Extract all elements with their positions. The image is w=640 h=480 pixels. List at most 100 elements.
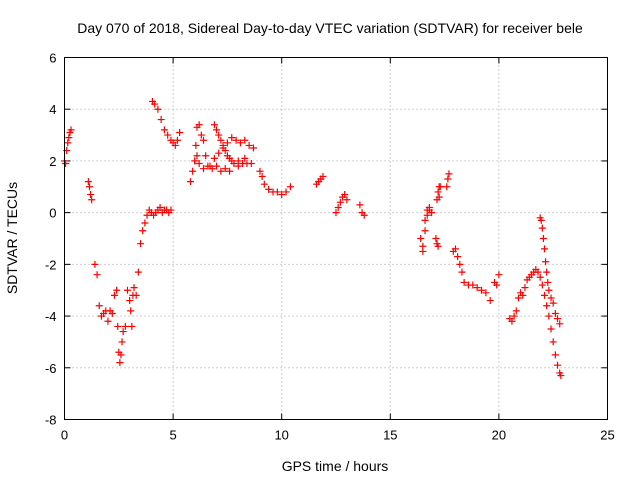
data-point [512,307,520,315]
data-point [265,185,273,193]
data-point [234,157,242,165]
data-point [549,338,557,346]
data-point [186,178,194,186]
data-point [538,224,546,232]
y-tick-label: -4 [45,309,57,324]
data-point [213,162,221,170]
data-point [458,268,466,276]
data-point [425,203,433,211]
data-point [228,134,236,142]
data-point [113,286,121,294]
plot-frame [64,57,608,420]
data-point [443,183,451,191]
data-point [232,136,240,144]
data-point [554,361,562,369]
data-point [549,299,557,307]
data-point [67,126,75,134]
y-tick-label: 0 [49,206,56,221]
data-point [104,317,112,325]
data-point [247,160,255,168]
data-point [139,227,147,235]
data-point [65,134,73,142]
data-point [191,157,199,165]
data-point [543,302,551,310]
data-point [226,167,234,175]
data-point [473,284,481,292]
data-point [514,294,522,302]
y-tick-label: -2 [45,257,57,272]
data-point [118,338,126,346]
data-point [119,328,127,336]
x-tick-label: 20 [492,428,506,443]
data-point [343,196,351,204]
data-point [258,172,266,180]
data-point [241,136,249,144]
data-point [221,165,229,173]
data-point [482,289,490,297]
data-point [221,147,229,155]
data-point [160,126,168,134]
data-point [228,157,236,165]
data-point [278,191,286,199]
data-point [130,284,138,292]
data-point [547,294,555,302]
data-point [319,172,327,180]
data-point [236,139,244,147]
data-point [219,141,227,149]
data-point [123,286,131,294]
data-point [85,183,93,191]
data-point [62,160,70,168]
data-point [542,258,550,266]
data-point [469,281,477,289]
data-point [543,268,551,276]
data-point [143,211,151,219]
data-point [356,201,364,209]
data-point [195,160,203,168]
data-point [110,291,118,299]
data-point [88,196,96,204]
chart-title: Day 070 of 2018, Sidereal Day-to-day VTE… [77,20,583,36]
data-point [171,141,179,149]
data-point [519,291,527,299]
data-point [556,320,564,328]
data-point [557,372,565,380]
data-point [360,211,368,219]
data-point [204,162,212,170]
data-point [215,131,223,139]
data-point [157,116,165,124]
data-point [551,309,559,317]
data-point [451,245,459,253]
data-point [114,322,122,330]
data-point [417,235,425,242]
data-point [195,121,203,129]
data-point [93,271,101,279]
data-point [64,139,72,147]
data-point [493,281,501,289]
data-point [341,191,349,199]
data-point [126,297,134,305]
data-point [193,152,201,160]
data-point [116,359,124,367]
x-axis-label: GPS time / hours [282,458,389,474]
data-point [432,235,440,242]
data-point [486,297,494,305]
data-point [95,302,103,310]
data-point [87,191,95,199]
data-point [456,260,464,268]
data-point [127,307,135,315]
x-tick-label: 0 [61,428,68,443]
data-point [167,206,175,214]
data-point [544,278,552,286]
data-point [336,198,344,206]
data-point [213,126,221,134]
data-point [200,165,208,173]
data-point [202,152,210,160]
data-point [197,131,205,139]
data-point [217,167,225,175]
data-point [91,260,99,268]
x-tick-label: 5 [169,428,176,443]
data-point [200,136,208,144]
y-tick-label: -6 [45,361,57,376]
data-point [534,268,542,276]
